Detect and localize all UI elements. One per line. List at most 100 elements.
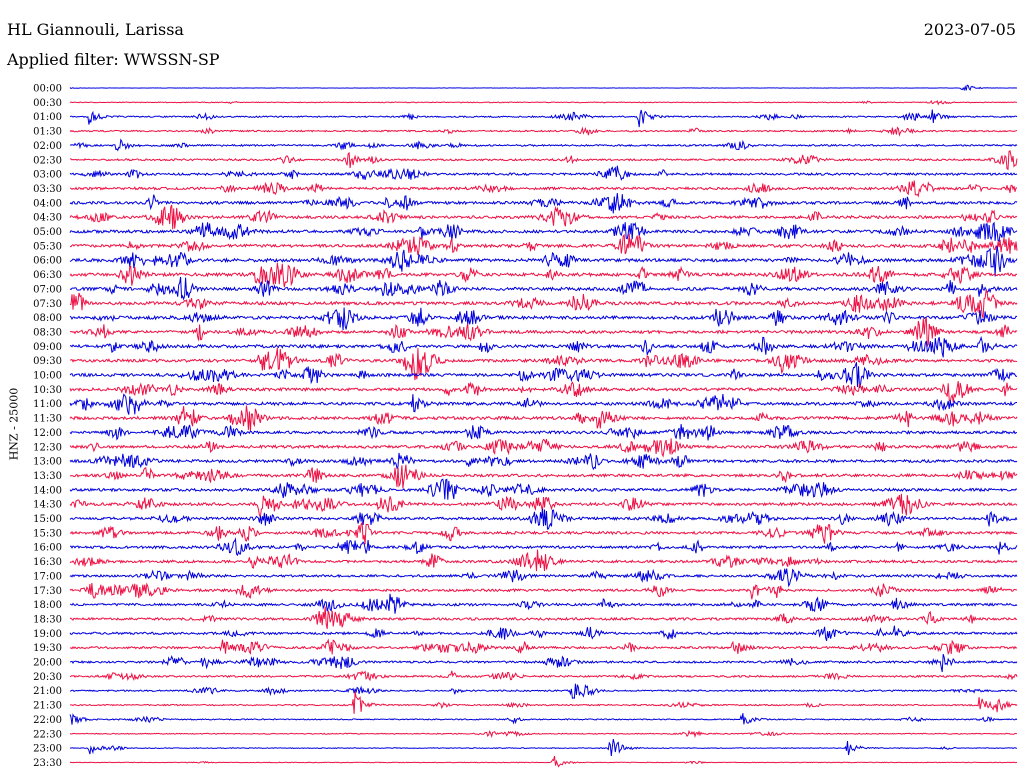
time-tick-label: 06:30: [33, 270, 62, 281]
trace-row-1330: [69, 464, 1018, 489]
time-tick-label: 18:30: [33, 614, 62, 625]
trace-row-1430: [69, 493, 1018, 519]
trace-row-1230: [69, 438, 1018, 458]
time-tick-label: 02:30: [33, 155, 62, 166]
time-tick-label: 14:30: [33, 500, 62, 511]
trace-row-0800: [69, 307, 1018, 331]
trace-row-1500: [69, 508, 1018, 530]
trace-row-1100: [69, 393, 1017, 415]
filter-prefix: Applied filter:: [7, 50, 119, 69]
time-tick-label: 23:00: [33, 744, 62, 755]
trace-row-0030: [69, 99, 1018, 106]
time-tick-group: 00:00 00:30 01:00 01:30 02:00 02:30 03:00 03:30…: [33, 84, 62, 769]
time-tick-label: 13:30: [33, 471, 62, 482]
time-tick-label: 08:00: [33, 313, 62, 324]
time-tick-label: 01:30: [33, 127, 62, 138]
trace-row-0400: [69, 192, 1018, 214]
trace-row-0600: [69, 246, 1018, 277]
trace-row-1900: [69, 625, 1018, 642]
time-tick-label: 22:00: [33, 715, 62, 726]
time-tick-label: 00:30: [33, 98, 62, 109]
trace-row-0100: [69, 109, 1018, 128]
trace-row-2030: [69, 670, 1018, 682]
time-tick-label: 13:00: [33, 457, 62, 468]
filter-name: WWSSN-SP: [123, 50, 220, 69]
trace-row-2330: [69, 755, 1018, 768]
time-tick-label: 17:00: [33, 571, 62, 582]
time-tick-label: 08:30: [33, 327, 62, 338]
trace-row-1300: [69, 452, 1018, 471]
trace-row-0630: [69, 262, 1018, 288]
time-tick-label: 03:00: [33, 170, 62, 181]
time-tick-label: 12:30: [33, 442, 62, 453]
trace-row-2130: [69, 691, 1018, 714]
time-tick-label: 05:00: [33, 227, 62, 238]
trace-row-0300: [69, 165, 1018, 181]
time-tick-label: 15:00: [33, 514, 62, 525]
trace-row-1200: [69, 424, 1017, 441]
time-tick-label: 01:00: [33, 112, 62, 123]
time-tick-label: 15:30: [33, 528, 62, 539]
time-tick-label: 11:00: [33, 399, 62, 410]
trace-row-0500: [69, 221, 1018, 243]
trace-row-0430: [69, 204, 1018, 230]
trace-row-0930: [70, 347, 1018, 381]
time-tick-label: 21:30: [33, 701, 62, 712]
trace-row-2000: [69, 654, 1018, 673]
trace-row-0230: [70, 149, 1018, 171]
trace-row-2300: [69, 738, 1018, 756]
trace-row-0200: [69, 138, 1018, 152]
trace-row-0900: [69, 335, 1018, 358]
time-tick-label: 10:30: [33, 385, 62, 396]
trace-row-1630: [69, 549, 1018, 572]
date-label: 2023-07-05: [923, 20, 1016, 39]
time-tick-label: 18:00: [33, 600, 62, 611]
trace-row-1830: [69, 606, 1018, 629]
trace-row-2100: [69, 683, 1018, 699]
time-tick-label: 23:30: [33, 758, 62, 769]
trace-row-1700: [69, 568, 1018, 588]
time-tick-label: 04:30: [33, 213, 62, 224]
filter-label: Applied filter: WWSSN-SP: [7, 50, 220, 69]
time-tick-label: 17:30: [33, 586, 62, 597]
time-tick-label: 11:30: [33, 414, 62, 425]
trace-row-0000: [69, 84, 1017, 92]
time-tick-label: 02:00: [33, 141, 62, 152]
trace-row-2200: [69, 713, 1018, 725]
trace-row-0700: [69, 276, 1018, 301]
trace-row-1130: [69, 405, 1018, 432]
time-tick-label: 21:00: [33, 686, 62, 697]
time-tick-label: 16:00: [33, 543, 62, 554]
time-tick-label: 19:00: [33, 629, 62, 640]
trace-row-1930: [69, 638, 1018, 656]
trace-row-1400: [69, 478, 1018, 500]
time-tick-label: 10:00: [33, 371, 62, 382]
time-tick-label: 12:00: [33, 428, 62, 439]
time-tick-label: 07:00: [33, 284, 62, 295]
time-tick-label: 16:30: [33, 557, 62, 568]
time-tick-label: 09:30: [33, 356, 62, 367]
trace-row-0130: [69, 126, 1018, 137]
time-tick-label: 05:30: [33, 241, 62, 252]
trace-row-1530: [69, 521, 1018, 545]
time-tick-label: 22:30: [33, 729, 62, 740]
trace-row-1000: [69, 362, 1018, 388]
trace-row-1730: [69, 582, 1018, 600]
trace-row-2230: [69, 729, 1017, 739]
trace-row-1800: [69, 593, 1018, 614]
trace-row-0730: [69, 289, 1018, 319]
time-tick-label: 19:30: [33, 643, 62, 654]
time-tick-label: 14:00: [33, 485, 62, 496]
trace-group: [69, 84, 1018, 768]
time-tick-label: 03:30: [33, 184, 62, 195]
station-title: HL Giannouli, Larissa: [7, 20, 184, 39]
time-tick-label: 07:30: [33, 299, 62, 310]
time-tick-label: 09:00: [33, 342, 62, 353]
time-tick-label: 06:00: [33, 256, 62, 267]
time-tick-label: 04:00: [33, 198, 62, 209]
trace-row-0330: [69, 180, 1018, 198]
trace-row-1600: [69, 537, 1018, 557]
trace-row-1030: [69, 381, 1018, 404]
trace-row-0830: [69, 317, 1018, 348]
